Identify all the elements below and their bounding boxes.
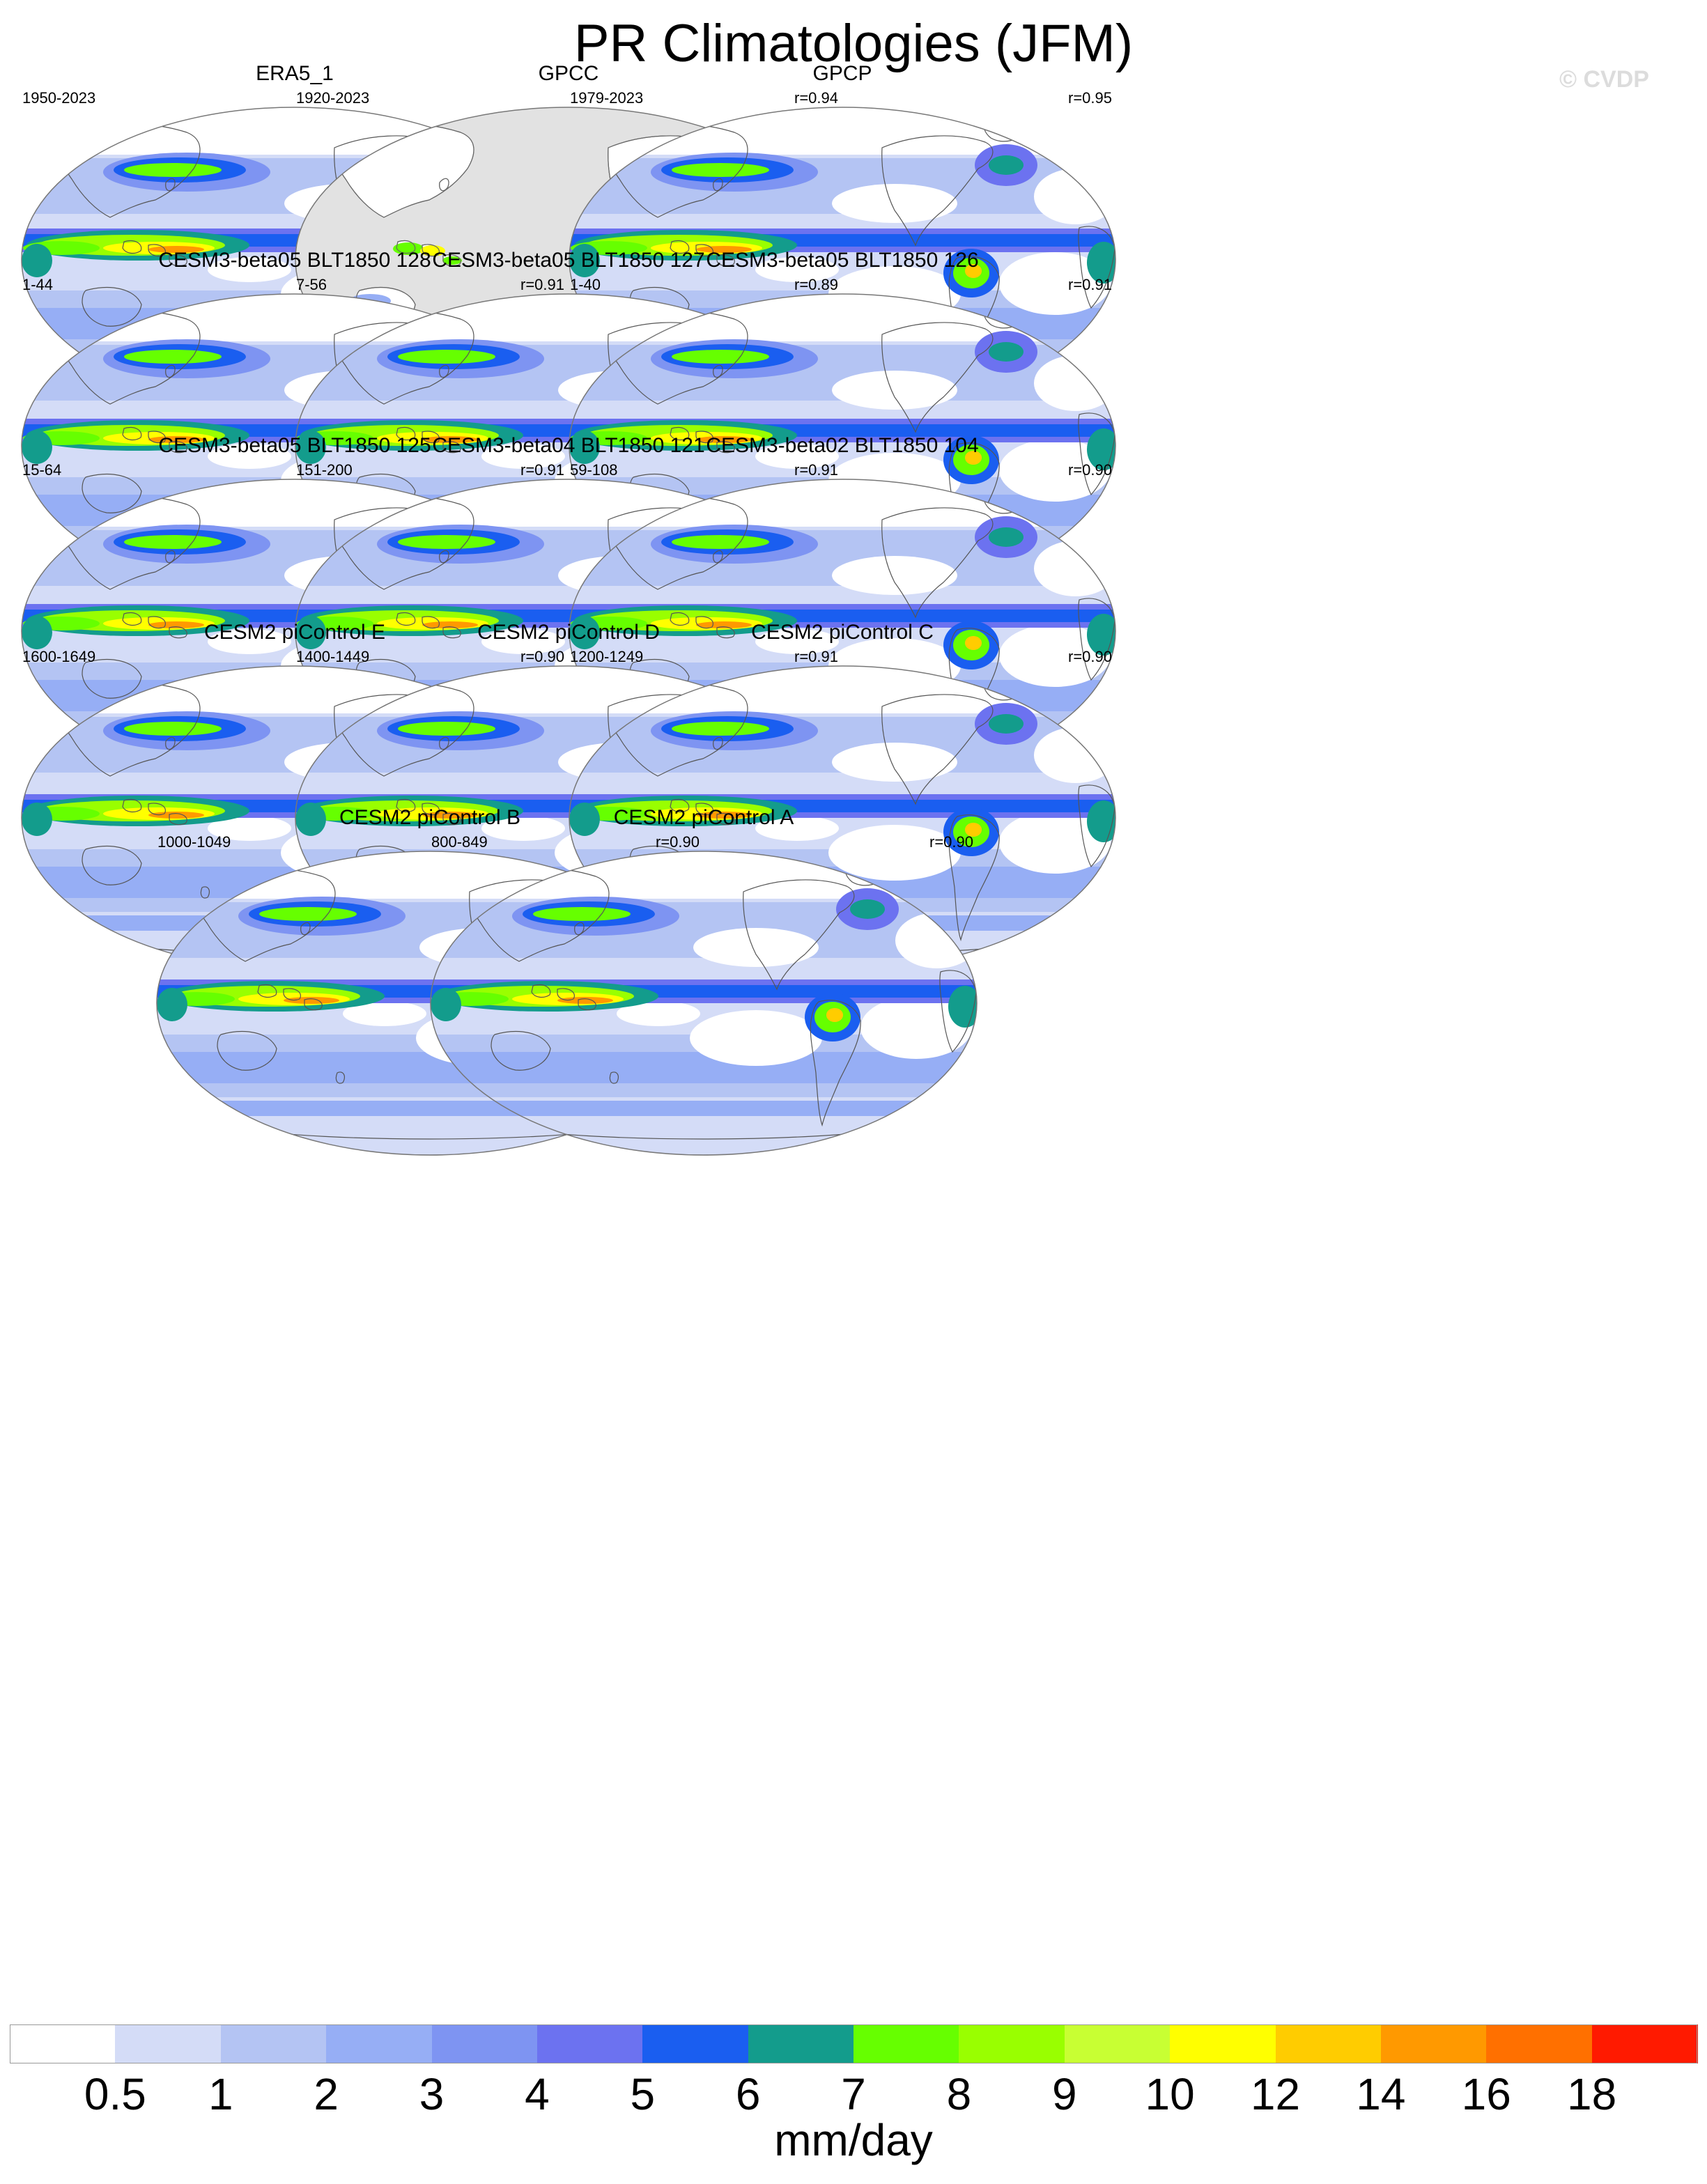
colorbar-swatch — [536, 2024, 643, 2063]
panel-correlation: r=0.94 — [794, 89, 838, 107]
panel-correlation: r=0.90 — [1068, 648, 1112, 665]
colorbar-tick-label: 1 — [208, 2069, 233, 2119]
colorbar-tick-label: 3 — [419, 2069, 445, 2119]
colorbar-tick-label: 0.5 — [84, 2069, 146, 2119]
panel-title: CESM2 piControl A — [613, 806, 794, 829]
colorbar-swatch — [220, 2024, 327, 2063]
map-panel: CESM2 piControl A 800-849 r=0.90 — [428, 805, 979, 1168]
colorbar-swatch — [1170, 2024, 1276, 2063]
panel-years: 1400-1449 — [296, 648, 370, 665]
panel-title: CESM2 piControl C — [751, 621, 934, 644]
panel-years: 1600-1649 — [22, 648, 96, 665]
colorbar-swatch — [959, 2024, 1065, 2063]
panel-years: 59-108 — [570, 461, 618, 479]
colorbar-tick-label: 16 — [1461, 2069, 1511, 2119]
panel-correlation: r=0.90 — [656, 833, 700, 851]
colorbar-swatch — [1380, 2024, 1487, 2063]
colorbar-tick-label: 8 — [946, 2069, 972, 2119]
colorbar-tick-label: 18 — [1567, 2069, 1617, 2119]
panel-title: CESM3-beta04 BLT1850 121 — [432, 434, 705, 457]
panel-correlation: r=0.91 — [1068, 276, 1112, 293]
colorbar-tick-label: 4 — [525, 2069, 550, 2119]
panel-title: GPCC — [538, 62, 599, 85]
panel-years: 15-64 — [22, 461, 62, 479]
colorbar-swatch — [115, 2024, 222, 2063]
panel-title: CESM3-beta05 BLT1850 127 — [432, 249, 705, 272]
panel-title: CESM3-beta02 BLT1850 104 — [706, 434, 979, 457]
panel-title: CESM3-beta05 BLT1850 126 — [706, 249, 979, 272]
colorbar-swatch — [431, 2024, 538, 2063]
panel-title: CESM3-beta05 BLT1850 128 — [158, 249, 431, 272]
panel-correlation: r=0.95 — [1068, 89, 1112, 107]
panel-years: 800-849 — [431, 833, 488, 851]
panel-correlation: r=0.90 — [1068, 461, 1112, 479]
colorbar-swatch — [854, 2024, 959, 2063]
panel-correlation: r=0.91 — [794, 648, 838, 665]
colorbar-swatch — [10, 2024, 116, 2063]
colorbar-swatch — [1275, 2024, 1382, 2063]
panel-years: 1-40 — [570, 276, 601, 293]
panel-correlation: r=0.91 — [794, 461, 838, 479]
colorbar-swatch — [326, 2024, 432, 2063]
cvdp-watermark: © CVDP — [1559, 66, 1649, 93]
panel-title: CESM2 piControl E — [203, 621, 386, 644]
colorbar-tick-label: 9 — [1051, 2069, 1077, 2119]
panel-title: ERA5_1 — [256, 62, 334, 85]
colorbar-tick-label: 2 — [314, 2069, 339, 2119]
panel-title: CESM2 piControl D — [477, 621, 660, 644]
colorbar-tick-label: 7 — [841, 2069, 866, 2119]
panel-correlation: r=0.89 — [794, 276, 838, 293]
colorbar-swatch — [1591, 2024, 1698, 2063]
colorbar-tick-label: 6 — [735, 2069, 761, 2119]
panel-correlation: r=0.90 — [520, 648, 564, 665]
panel-title: CESM2 piControl B — [339, 806, 521, 829]
main-title: PR Climatologies (JFM) — [573, 14, 1134, 73]
colorbar-tick-label: 5 — [630, 2069, 656, 2119]
panel-years: 1979-2023 — [570, 89, 644, 107]
colorbar-tick-label: 12 — [1250, 2069, 1301, 2119]
colorbar-swatch — [748, 2024, 854, 2063]
panel-years: 1-44 — [22, 276, 54, 293]
colorbar-swatch — [1064, 2024, 1171, 2063]
panel-correlation: r=0.90 — [929, 833, 973, 851]
panel-correlation: r=0.91 — [520, 276, 564, 293]
colorbar-swatch — [1486, 2024, 1593, 2063]
panel-years: 1950-2023 — [22, 89, 96, 107]
colorbar-tick-label: 14 — [1356, 2069, 1406, 2119]
colorbar-units-label: mm/day — [774, 2115, 933, 2165]
panel-years: 1920-2023 — [296, 89, 370, 107]
precip-map — [430, 851, 978, 1156]
colorbar-swatch — [642, 2024, 749, 2063]
panel-years: 1200-1249 — [570, 648, 644, 665]
panel-title: GPCP — [812, 62, 872, 85]
panel-years: 1000-1049 — [157, 833, 231, 851]
colorbar-tick-label: 10 — [1145, 2069, 1195, 2119]
panel-years: 151-200 — [296, 461, 353, 479]
panel-correlation: r=0.91 — [520, 461, 564, 479]
panel-years: 7-56 — [296, 276, 327, 293]
colorbar — [10, 2024, 1698, 2063]
panel-title: CESM3-beta05 BLT1850 125 — [158, 434, 431, 457]
